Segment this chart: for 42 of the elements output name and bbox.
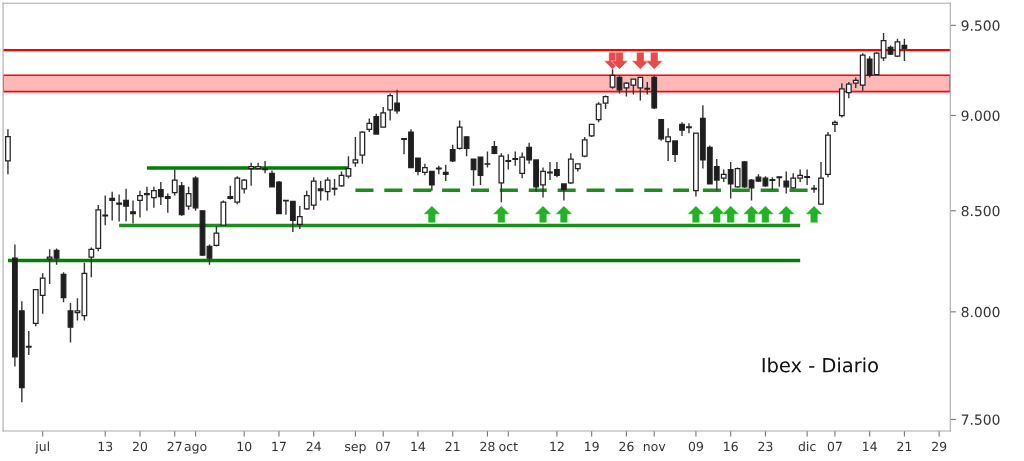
x-tick-label: 29 (932, 441, 947, 452)
x-tick-label: 14 (863, 441, 877, 451)
x-tick-label: 21 (445, 441, 460, 451)
x-tick-label: 24 (306, 441, 321, 451)
x-tick-label: oct (499, 442, 518, 452)
annotation: Ibex - Diario (762, 357, 878, 373)
candlestick (130, 199, 136, 225)
x-tick-label: 16 (724, 441, 738, 452)
candlestick (137, 190, 143, 219)
x-tick-label: 27 (167, 441, 182, 451)
x-tick-label: 19 (585, 441, 599, 452)
y-tick-label: 9.000 (961, 110, 1000, 121)
x-tick-label: 09 (688, 441, 703, 452)
candlestick (359, 130, 366, 165)
y-tick-label: 7.500 (961, 414, 1000, 425)
y-tick-label: 8.500 (961, 205, 1000, 217)
candlestick (109, 190, 116, 222)
candlestick (352, 136, 359, 168)
candlestick (220, 199, 227, 226)
x-tick-label: 13 (98, 441, 113, 452)
candlestick (831, 119, 838, 133)
x-tick-label: 20 (132, 441, 148, 452)
y-tick-label: 9.500 (961, 20, 1000, 31)
x-tick-label: 07 (827, 441, 842, 452)
x-tick-label: ago (184, 443, 207, 454)
x-tick-label: dic (798, 441, 816, 452)
candlestick (88, 246, 95, 278)
candlestick (470, 158, 477, 187)
y-tick-label: 8.000 (961, 306, 1000, 318)
x-tick-label: 23 (758, 441, 773, 452)
x-tick-label: 17 (272, 441, 286, 451)
x-tick-label: 12 (550, 441, 564, 451)
x-tick-label: 07 (376, 441, 391, 452)
x-tick-label: 21 (897, 441, 912, 451)
x-tick-label: sep (345, 443, 366, 454)
x-tick-label: jul (35, 441, 49, 454)
x-tick-label: 10 (237, 441, 252, 452)
x-tick-label: 26 (619, 441, 634, 452)
x-tick-label: 14 (411, 441, 426, 451)
candlestick (345, 155, 352, 179)
x-tick-label: nov (643, 443, 666, 452)
x-tick-label: 28 (480, 441, 495, 452)
